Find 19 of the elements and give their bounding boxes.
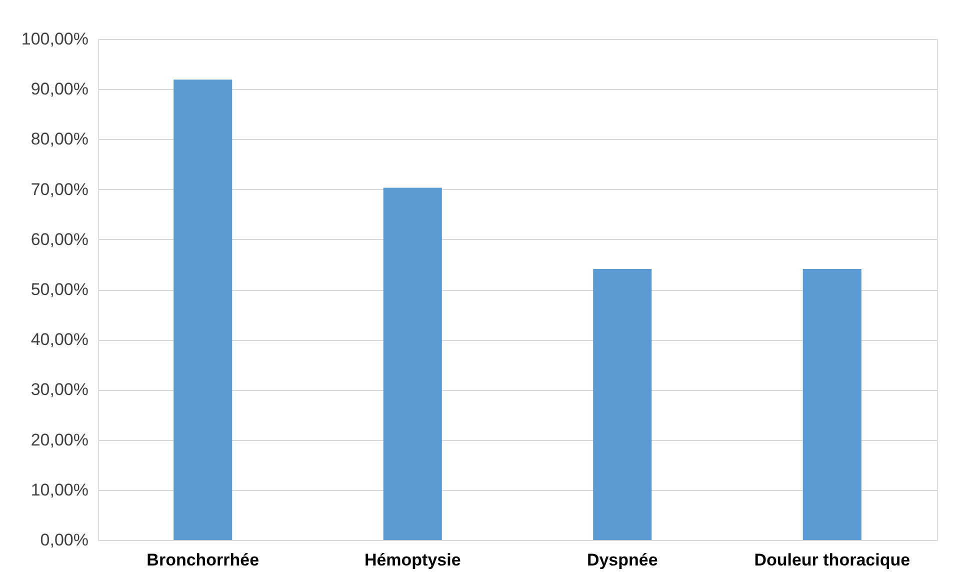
y-tick-label: 70,00% (30, 180, 88, 199)
y-tick-label: 30,00% (30, 380, 88, 400)
y-tick-label: 0,00% (40, 530, 88, 550)
bar (802, 268, 862, 540)
x-tick-label: Dyspnée (586, 550, 658, 570)
bar (593, 268, 652, 540)
y-tick-label: 90,00% (30, 80, 88, 99)
y-tick-label: 40,00% (30, 330, 88, 350)
y-tick-label: 50,00% (30, 280, 88, 299)
x-tick-label: Douleur thoracique (754, 550, 910, 570)
bar (383, 188, 442, 540)
x-tick-label: Bronchorrhée (146, 550, 260, 570)
y-tick-label: 60,00% (30, 230, 88, 249)
bar (174, 80, 232, 540)
x-tick-label: Hémoptysie (364, 550, 461, 570)
y-tick-label: 80,00% (30, 130, 88, 149)
y-tick-label: 20,00% (30, 430, 88, 450)
y-tick-label: 100,00% (21, 30, 88, 48)
y-tick-label: 10,00% (30, 480, 88, 500)
